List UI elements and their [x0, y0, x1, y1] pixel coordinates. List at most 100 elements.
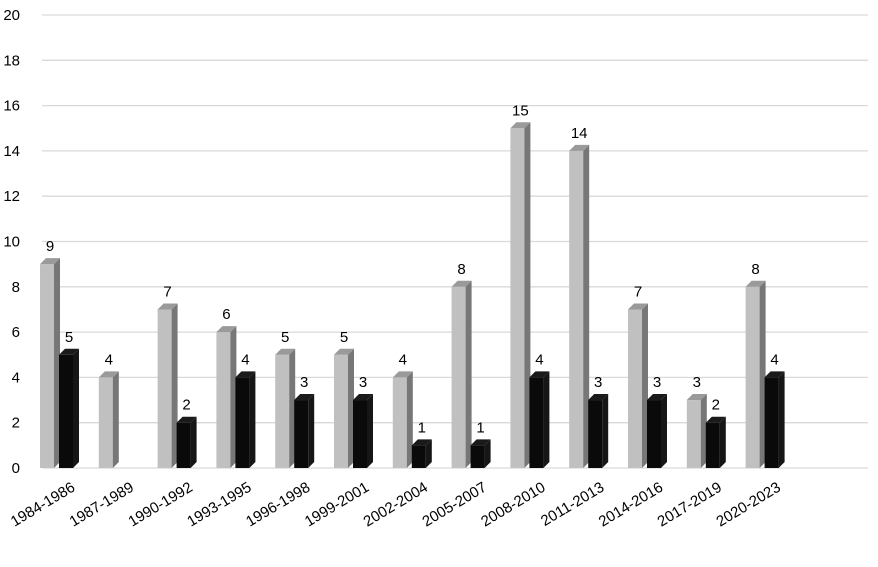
bar: [470, 439, 491, 468]
bar-top: [275, 348, 296, 355]
bar-top: [411, 439, 432, 446]
y-tick-label: 10: [3, 234, 20, 251]
bar-top: [628, 303, 648, 310]
bar-front: [235, 377, 250, 468]
x-tick-label: 1990-1992: [125, 479, 195, 531]
bar-side: [425, 439, 432, 468]
data-label: 9: [46, 238, 54, 255]
bar-top: [569, 144, 590, 151]
bar-side: [249, 371, 256, 468]
data-label: 4: [105, 351, 113, 368]
bar: [176, 416, 197, 468]
bar: [353, 394, 373, 468]
bar-front: [59, 354, 73, 468]
bar: [628, 303, 648, 468]
y-tick-label: 18: [3, 52, 20, 69]
bar: [705, 416, 726, 468]
bar-side: [759, 280, 766, 468]
bar-side: [367, 394, 373, 468]
data-label: 4: [241, 351, 249, 368]
data-label: 5: [65, 329, 73, 346]
data-label: 3: [300, 374, 308, 391]
y-tick-label: 14: [3, 143, 20, 160]
bar: [157, 303, 178, 468]
bar-side: [406, 371, 413, 468]
data-label: 5: [281, 329, 289, 346]
bar-side: [700, 394, 707, 468]
data-label: 2: [712, 397, 720, 414]
bar: [764, 371, 785, 468]
data-label: 3: [693, 374, 701, 391]
data-label: 4: [770, 351, 778, 368]
y-tick-label: 20: [3, 7, 20, 24]
bar-front: [764, 377, 779, 468]
data-label: 15: [512, 102, 529, 119]
bar: [510, 122, 531, 468]
bar-top: [705, 416, 726, 423]
x-axis-tick-labels: 1984-19861987-19891990-19921993-19951996…: [8, 479, 784, 531]
data-label: 2: [182, 397, 190, 414]
bar-side: [543, 371, 550, 468]
bar-side: [230, 326, 237, 468]
bar-front: [686, 400, 701, 468]
bar-top: [588, 394, 609, 401]
bar: [216, 326, 237, 468]
bar: [275, 348, 296, 468]
bar-top: [745, 280, 766, 287]
data-label: 1: [418, 419, 426, 436]
bar: [569, 144, 590, 468]
data-label: 7: [163, 283, 171, 300]
bar-top: [529, 371, 550, 378]
bar: [529, 371, 550, 468]
bar-side: [190, 416, 197, 468]
x-tick-label: 2020-2023: [713, 479, 783, 531]
bar-top: [157, 303, 178, 310]
y-axis-tick-labels: 0 2 4 6 8 10 12 14 16 18 20: [3, 7, 20, 477]
bars: [40, 122, 785, 468]
x-tick-label: 1984-1986: [8, 479, 78, 531]
x-tick-label: 1996-1998: [243, 479, 313, 531]
bar-side: [778, 371, 785, 468]
x-tick-label: 1987-1989: [67, 479, 137, 531]
data-label: 14: [571, 125, 588, 142]
y-tick-label: 12: [3, 188, 20, 205]
bar-front: [40, 264, 54, 468]
bar-top: [686, 394, 707, 401]
x-tick-label: 2005-2007: [419, 479, 489, 531]
bar-front: [647, 400, 661, 468]
bar: [647, 394, 667, 468]
bar-front: [529, 377, 544, 468]
bar-side: [642, 303, 648, 468]
bar-front: [275, 354, 290, 468]
x-tick-label: 2011-2013: [538, 479, 607, 530]
bar-front: [510, 128, 525, 468]
bar-top: [764, 371, 785, 378]
bar-side: [112, 371, 119, 468]
y-tick-label: 4: [12, 369, 20, 386]
bar-side: [484, 439, 491, 468]
bar-top: [353, 394, 373, 401]
bar-front: [334, 354, 348, 468]
bar-top: [59, 348, 79, 355]
bar: [334, 348, 354, 468]
bar-top: [451, 280, 472, 287]
x-tick-label: 1999-2001: [302, 479, 372, 531]
data-label: 1: [476, 419, 484, 436]
bar-front: [451, 286, 466, 468]
bar-side: [524, 122, 531, 468]
y-tick-label: 2: [12, 415, 20, 432]
bar: [235, 371, 256, 468]
bar-side: [719, 416, 726, 468]
bar-front: [294, 400, 309, 468]
x-tick-label: 2008-2010: [478, 479, 548, 531]
bar: [294, 394, 315, 468]
bar-front: [157, 309, 172, 468]
bar-top: [40, 258, 60, 265]
data-label: 3: [594, 374, 602, 391]
bar: [588, 394, 609, 468]
bar-side: [348, 348, 354, 468]
bar-side: [465, 280, 472, 468]
bar-front: [176, 422, 191, 468]
